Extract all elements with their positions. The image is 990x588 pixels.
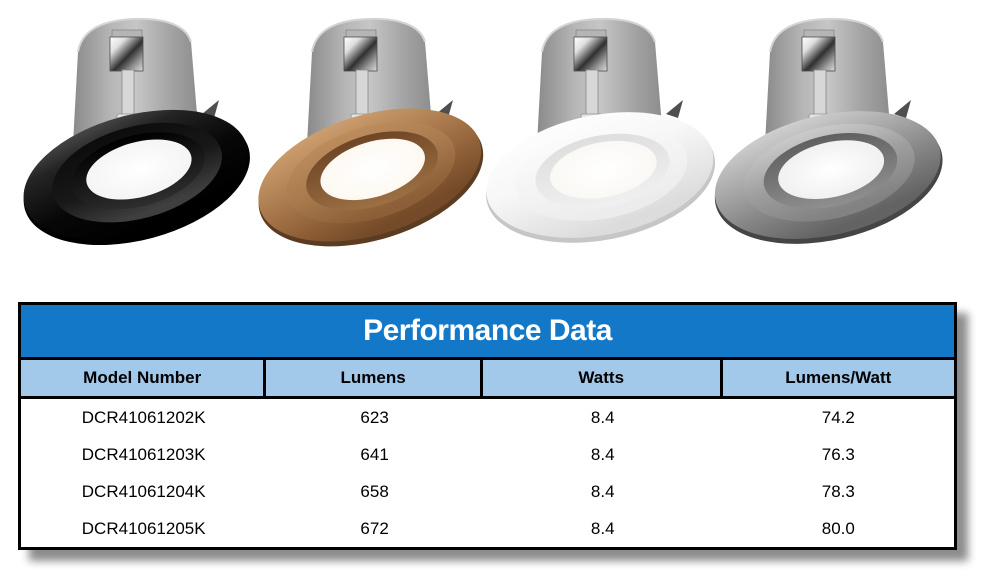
model-number-cell: DCR41061205K — [81, 518, 206, 538]
watts-cell: 8.4 — [590, 444, 615, 464]
column-header-lumens: Lumens — [266, 360, 483, 396]
column-header-model-number: Model Number — [21, 360, 267, 396]
table-header-row: Model Number Lumens Watts Lumens/Watt — [21, 360, 954, 399]
watts-cell: 8.4 — [590, 407, 615, 427]
product-image-bronze-trim — [244, 2, 492, 258]
product-image-black-trim — [10, 2, 258, 258]
watts-cell: 8.4 — [590, 481, 615, 501]
lumens-cell: 658 — [360, 481, 389, 501]
table-body: DCR41061202K 623 8.4 74.2 DCR41061203K 6… — [21, 399, 954, 547]
product-image-brushed-nickel-trim — [702, 2, 950, 258]
downlight-white-illustration — [486, 17, 716, 243]
torsion-spring-tab — [666, 100, 683, 118]
model-number-cell: DCR41061204K — [81, 481, 206, 501]
table-row: DCR41061205K 672 8.4 80.0 — [21, 510, 954, 547]
column-header-lumens-per-watt: Lumens/Watt — [785, 368, 892, 387]
lumens-per-watt-cell: 80.0 — [821, 518, 855, 538]
lumens-cell: 641 — [360, 444, 389, 464]
lens — [86, 139, 192, 200]
torsion-spring-tab — [202, 100, 219, 118]
table-row: DCR41061202K 623 8.4 74.2 — [21, 399, 954, 436]
table-row: DCR41061204K 658 8.4 78.3 — [21, 473, 954, 510]
downlight-black-illustration — [23, 17, 250, 246]
table-row: DCR41061203K 641 8.4 76.3 — [21, 436, 954, 473]
lumens-cell: 623 — [360, 407, 389, 427]
lumens-per-watt-cell: 78.3 — [821, 481, 855, 501]
watts-cell: 8.4 — [590, 518, 615, 538]
lumens-per-watt-cell: 74.2 — [821, 407, 855, 427]
trim-ring — [486, 112, 716, 243]
lumens-cell: 672 — [360, 518, 389, 538]
torsion-spring-tab — [894, 100, 911, 118]
performance-table: Performance Data Model Number Lumens Wat… — [18, 302, 957, 550]
lens — [778, 140, 885, 200]
lens — [320, 138, 425, 201]
trim-ring — [714, 111, 943, 244]
trim-ring — [258, 108, 484, 247]
downlight-nickel-illustration — [714, 17, 943, 244]
model-number-cell: DCR41061202K — [81, 407, 206, 427]
downlight-bronze-illustration — [258, 17, 484, 247]
column-header-watts: Watts — [483, 360, 723, 396]
table-title: Performance Data — [21, 305, 954, 360]
lens — [550, 140, 657, 199]
trim-ring — [23, 109, 250, 246]
product-image-white-trim — [474, 2, 722, 258]
model-number-cell: DCR41061203K — [81, 444, 206, 464]
lumens-per-watt-cell: 76.3 — [821, 444, 855, 464]
